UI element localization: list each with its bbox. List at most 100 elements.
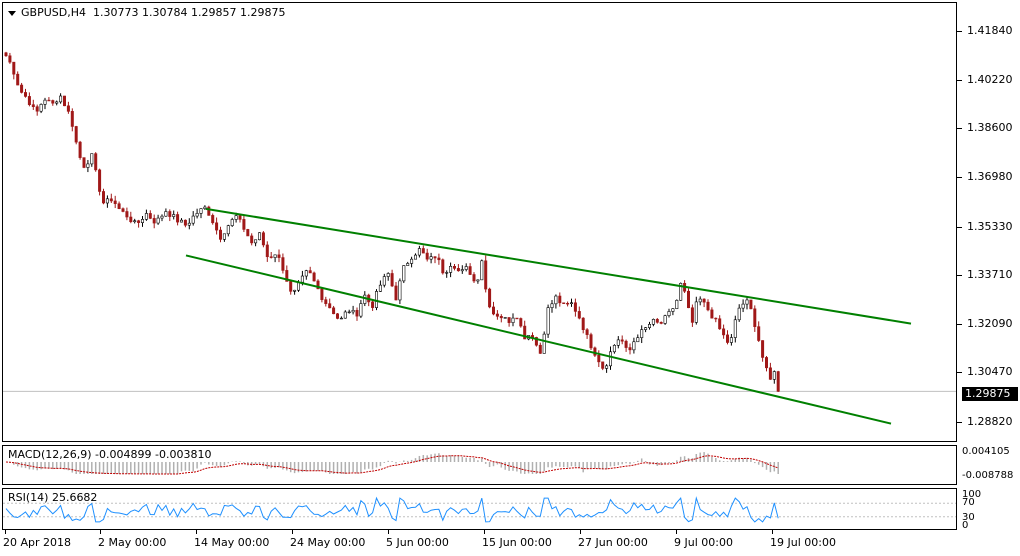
candle — [745, 296, 749, 310]
candle — [16, 71, 20, 86]
time-axis-label: 9 Jul 00:00 — [674, 536, 733, 549]
time-axis-label: 27 Jun 00:00 — [578, 536, 648, 549]
price-axis-label: 1.30470 — [967, 365, 1013, 379]
candle — [554, 294, 558, 309]
candle — [488, 287, 492, 309]
candle — [230, 217, 234, 227]
candle — [347, 309, 351, 314]
candle — [530, 332, 534, 341]
candle — [608, 346, 612, 370]
rsi-axis-100: 100 — [962, 489, 982, 500]
candle — [304, 269, 308, 280]
candle — [176, 211, 180, 226]
candle — [449, 262, 453, 278]
candle — [768, 362, 772, 380]
candle — [47, 97, 51, 102]
time-axis-label: 19 Jul 00:00 — [770, 536, 836, 549]
symbol-label: GBPUSD,H4 — [21, 6, 86, 19]
channel-upper-line[interactable] — [205, 207, 912, 325]
candle — [180, 218, 184, 223]
candle — [199, 208, 203, 219]
candle — [324, 296, 328, 307]
candle — [121, 207, 125, 213]
chart-header: GBPUSD,H4 1.30773 1.30784 1.29857 1.2987… — [8, 6, 285, 19]
time-axis-label: 24 May 00:00 — [290, 536, 366, 549]
dropdown-triangle-icon[interactable] — [8, 10, 16, 16]
time-tick — [388, 530, 389, 534]
candle — [410, 256, 414, 268]
candle — [710, 307, 714, 319]
candle — [242, 215, 246, 233]
candle — [261, 231, 265, 248]
candle — [4, 51, 8, 57]
candle — [94, 152, 98, 172]
candle — [616, 336, 620, 349]
candle — [484, 255, 488, 293]
candle — [203, 205, 207, 211]
candle — [499, 314, 503, 323]
candle — [491, 301, 495, 316]
candle — [671, 308, 675, 316]
candle — [686, 288, 690, 309]
candle — [601, 361, 605, 371]
time-axis-label: 14 May 00:00 — [194, 536, 270, 549]
price-tick — [957, 323, 962, 325]
time-axis-label: 20 Apr 2018 — [3, 536, 72, 549]
candle — [577, 306, 581, 320]
candle — [437, 253, 441, 265]
time-axis-label: 5 Jun 00:00 — [386, 536, 449, 549]
candle — [343, 310, 347, 319]
candle — [429, 252, 433, 264]
channel-lower-line[interactable] — [185, 254, 892, 425]
candle — [332, 305, 336, 315]
rsi-chart — [3, 496, 956, 523]
price-axis-label: 1.36980 — [967, 169, 1013, 183]
price-tick — [957, 176, 962, 178]
candle — [605, 364, 609, 373]
candle — [725, 330, 729, 345]
rsi-line — [5, 496, 779, 523]
candle — [137, 219, 141, 228]
candle — [195, 208, 199, 219]
candle — [398, 278, 402, 305]
candle — [644, 327, 648, 333]
candle — [562, 302, 566, 305]
candle — [729, 334, 733, 346]
rsi-axis-0: 0 — [962, 520, 969, 531]
candle — [59, 93, 63, 104]
candle — [183, 219, 187, 228]
time-tick — [196, 530, 197, 534]
candle — [655, 317, 659, 324]
candle — [480, 259, 484, 281]
macd-panel[interactable]: MACD(12,26,9) -0.004899 -0.003810 — [2, 445, 957, 485]
candle — [31, 99, 35, 110]
candle — [125, 207, 129, 221]
candle — [238, 214, 242, 223]
candle — [741, 299, 745, 313]
candle — [651, 318, 655, 327]
macd-signal-line — [5, 455, 779, 475]
candle — [129, 211, 133, 224]
candlestick-chart — [3, 51, 956, 425]
time-axis-label: 15 Jun 00:00 — [482, 536, 552, 549]
candle — [402, 265, 406, 284]
candle — [663, 314, 667, 325]
candle — [573, 298, 577, 317]
candle — [667, 308, 671, 318]
price-tick — [957, 226, 962, 228]
rsi-panel[interactable]: RSI(14) 25.6682 — [2, 488, 957, 530]
candle — [160, 214, 164, 222]
price-chart-panel[interactable]: GBPUSD,H4 1.30773 1.30784 1.29857 1.2987… — [2, 2, 957, 442]
candle — [441, 258, 445, 275]
candle — [464, 263, 468, 272]
candle — [98, 168, 102, 196]
candle — [593, 346, 597, 358]
candle — [757, 321, 761, 342]
candle — [23, 88, 27, 98]
candle — [320, 287, 324, 303]
candle — [133, 218, 137, 224]
candle — [722, 324, 726, 339]
candle — [215, 217, 219, 235]
candle — [113, 195, 117, 209]
candle — [753, 305, 757, 332]
